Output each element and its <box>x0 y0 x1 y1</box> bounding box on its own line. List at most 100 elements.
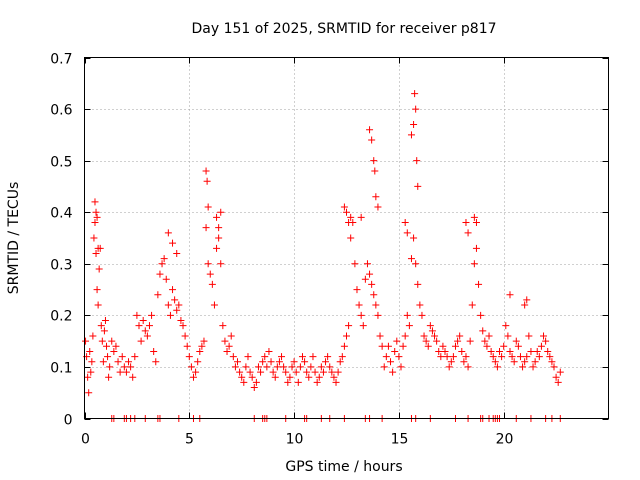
data-point <box>171 296 179 304</box>
data-point <box>477 311 485 319</box>
data-point <box>544 347 552 355</box>
data-point <box>460 358 468 366</box>
data-point <box>90 234 98 242</box>
x-tick-label: 20 <box>496 432 514 448</box>
data-point <box>502 322 510 330</box>
data-point <box>410 121 418 129</box>
data-point <box>374 311 382 319</box>
data-point <box>204 203 212 211</box>
data-point <box>336 358 344 366</box>
data-point <box>546 353 554 361</box>
data-point <box>217 260 225 268</box>
data-point <box>99 358 107 366</box>
data-point <box>491 358 499 366</box>
data-point <box>521 358 529 366</box>
data-point <box>257 368 265 376</box>
data-point <box>403 229 411 237</box>
data-point <box>97 322 105 330</box>
data-point <box>269 368 277 376</box>
data-point <box>470 260 478 268</box>
data-point <box>122 368 130 376</box>
data-point <box>116 368 124 376</box>
data-point <box>301 358 309 366</box>
data-point <box>91 219 99 227</box>
data-point <box>472 244 480 252</box>
data-point <box>141 327 149 335</box>
data-point <box>347 213 355 221</box>
data-point <box>294 378 302 386</box>
data-point <box>315 373 323 381</box>
data-point <box>485 332 493 340</box>
data-point <box>150 347 158 355</box>
data-point <box>164 301 172 309</box>
data-point <box>489 353 497 361</box>
data-point <box>472 219 480 227</box>
data-point <box>355 301 363 309</box>
data-point <box>464 363 472 371</box>
data-point <box>343 208 350 216</box>
data-point <box>372 193 380 201</box>
data-point <box>252 378 260 386</box>
data-point <box>447 358 455 366</box>
data-point <box>213 213 221 221</box>
data-point <box>292 368 300 376</box>
data-point <box>217 208 225 216</box>
x-axis-label: GPS time / hours <box>285 459 402 475</box>
plot-frame <box>84 57 609 419</box>
data-point <box>374 203 382 211</box>
data-point <box>166 311 174 319</box>
data-point <box>278 353 286 361</box>
data-point <box>82 337 90 345</box>
data-point <box>366 126 374 134</box>
data-point <box>154 291 162 299</box>
data-point <box>152 358 160 366</box>
y-tick-label: 0.3 <box>50 258 72 274</box>
data-point <box>384 342 392 350</box>
data-point <box>496 347 504 355</box>
data-point <box>464 229 472 237</box>
data-point <box>552 373 560 381</box>
data-point <box>98 337 106 345</box>
data-point <box>414 182 422 190</box>
data-point <box>106 363 114 371</box>
data-point <box>556 368 564 376</box>
data-point <box>345 322 353 330</box>
data-point <box>525 332 533 340</box>
data-point <box>93 286 101 294</box>
data-point <box>244 353 252 361</box>
y-tick-label: 0 <box>64 413 73 429</box>
data-point <box>114 358 122 366</box>
data-point <box>340 342 348 350</box>
data-point <box>475 280 483 288</box>
data-point <box>194 358 202 366</box>
y-axis-label: SRMTID / TECUs <box>6 182 22 295</box>
data-point <box>363 260 371 268</box>
data-point <box>483 342 491 350</box>
data-point <box>95 265 103 273</box>
data-point <box>305 373 313 381</box>
data-point <box>139 317 147 325</box>
data-point <box>521 301 529 309</box>
data-point <box>487 347 495 355</box>
data-point <box>254 363 262 371</box>
data-point <box>395 353 403 361</box>
data-point <box>437 353 445 361</box>
data-point <box>433 337 441 345</box>
data-point <box>399 342 407 350</box>
data-point <box>120 363 128 371</box>
data-point <box>326 363 334 371</box>
data-point <box>401 219 409 227</box>
data-point <box>466 337 474 345</box>
data-point <box>307 363 315 371</box>
x-tick-label: 5 <box>185 432 194 448</box>
data-point <box>160 255 168 263</box>
data-point <box>351 260 359 268</box>
data-point <box>105 373 113 381</box>
data-point <box>428 327 436 335</box>
data-point <box>261 353 269 361</box>
data-point <box>156 270 164 278</box>
data-point <box>104 353 112 361</box>
data-point <box>357 311 365 319</box>
data-point <box>215 234 223 242</box>
y-tick-label: 0.6 <box>50 103 72 119</box>
